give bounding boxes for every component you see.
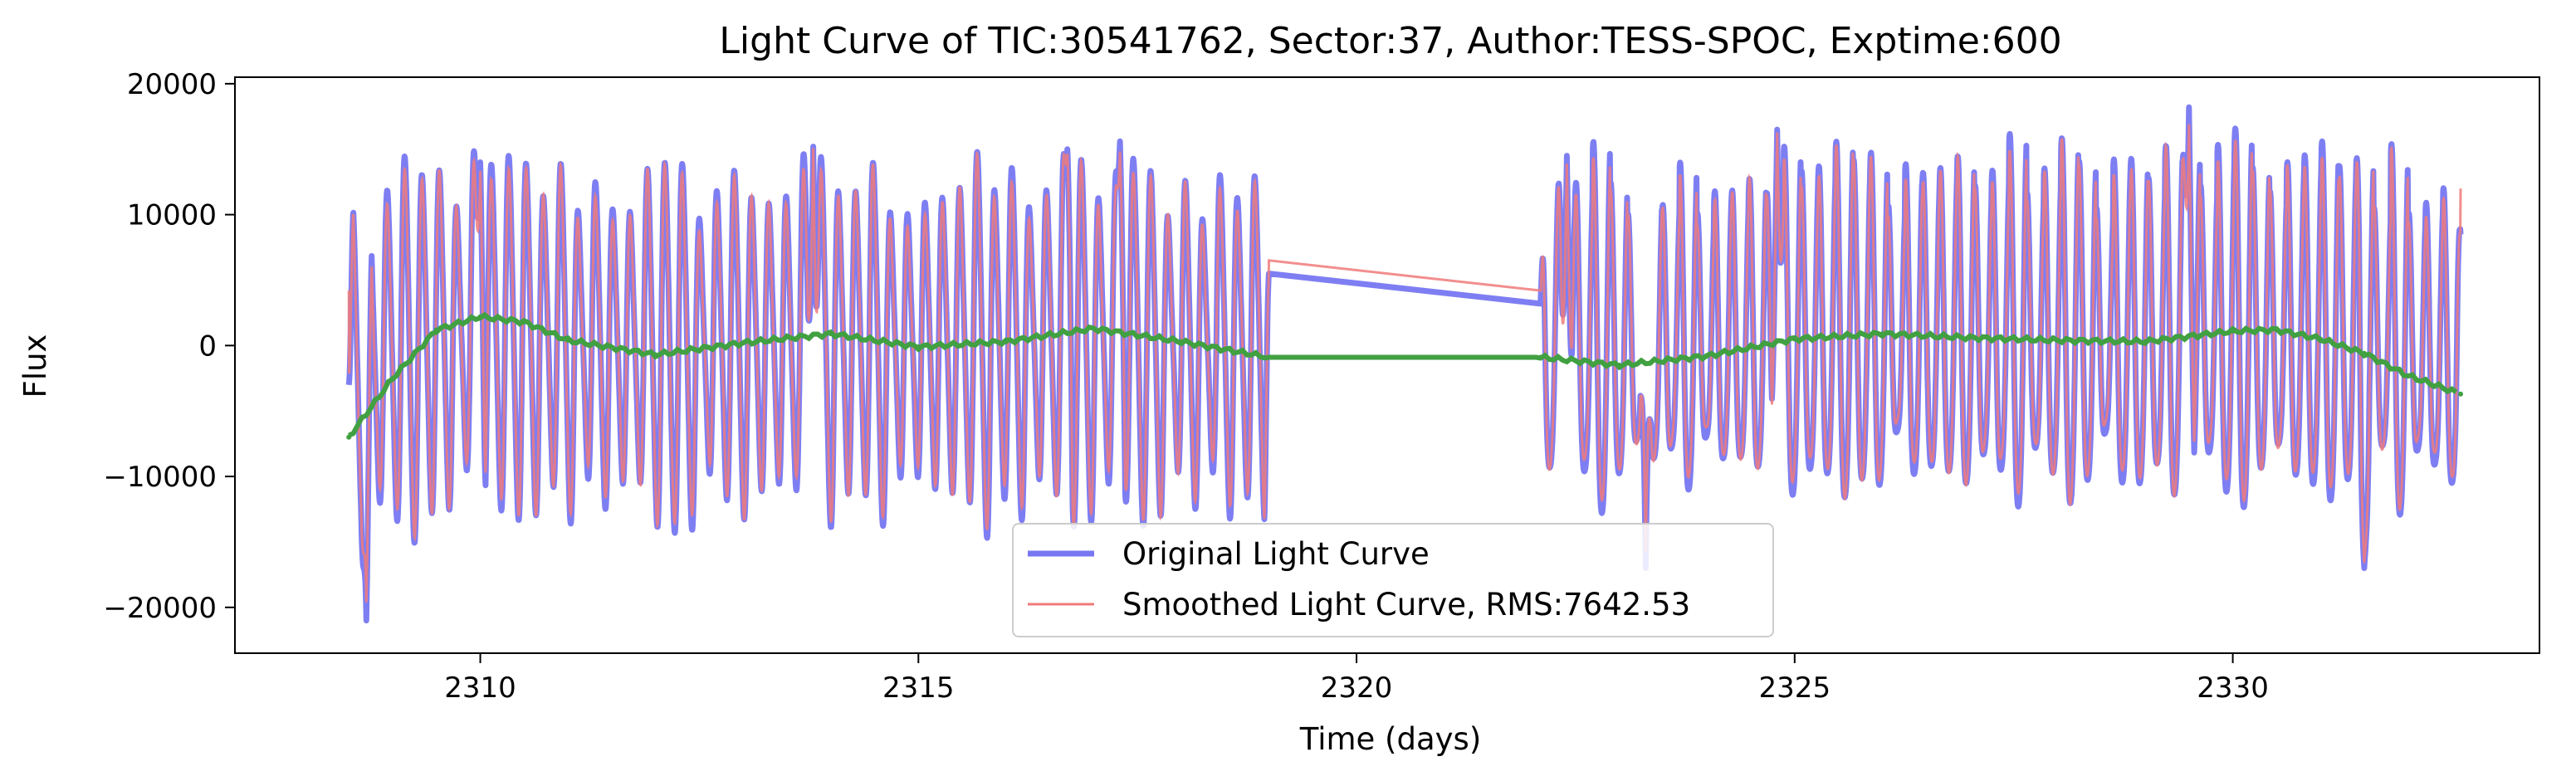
trend-point bbox=[741, 340, 746, 346]
trend-point bbox=[1266, 354, 1272, 360]
trend-point bbox=[1967, 334, 1972, 340]
trend-point bbox=[2274, 327, 2280, 333]
trend-point bbox=[565, 338, 571, 343]
x-axis: 2310 2315 2320 2325 2330 bbox=[444, 653, 2269, 705]
trend-point bbox=[1704, 354, 1710, 359]
y-tick-label: −20000 bbox=[103, 592, 217, 625]
y-tick-label: 0 bbox=[198, 329, 217, 363]
trend-point bbox=[2143, 339, 2148, 344]
x-tick-label: 2315 bbox=[882, 671, 955, 705]
x-tick-label: 2325 bbox=[1759, 671, 1831, 705]
x-tick-label: 2320 bbox=[1321, 671, 1393, 705]
trend-point bbox=[346, 434, 352, 440]
y-tick-label: −10000 bbox=[103, 461, 217, 494]
trend-point bbox=[1879, 331, 1885, 337]
trend-point bbox=[653, 352, 658, 358]
x-tick-label: 2310 bbox=[444, 671, 516, 705]
legend-label-smoothed: Smoothed Light Curve, RMS:7642.53 bbox=[1122, 587, 1690, 622]
chart-title: Light Curve of TIC:30541762, Sector:37, … bbox=[719, 20, 2061, 62]
trend-point bbox=[2361, 350, 2367, 356]
plot-frame bbox=[234, 76, 2540, 654]
trend-point bbox=[433, 327, 439, 333]
legend-box bbox=[1012, 523, 1774, 637]
series-line-smoothed bbox=[347, 124, 2462, 603]
y-tick-label: 10000 bbox=[127, 199, 217, 232]
plot-area bbox=[345, 104, 2464, 624]
trend-point bbox=[916, 344, 921, 349]
y-axis: −20000 −10000 0 10000 20000 bbox=[103, 68, 235, 625]
legend: Original Light Curve Smoothed Light Curv… bbox=[1012, 523, 1774, 637]
trend-point bbox=[1091, 325, 1097, 331]
x-axis-label: Time (days) bbox=[1299, 721, 1482, 757]
trend-point bbox=[2230, 329, 2236, 334]
trend-point bbox=[390, 375, 395, 381]
legend-label-original: Original Light Curve bbox=[1122, 536, 1430, 572]
trend-point bbox=[2318, 336, 2324, 342]
trend-point bbox=[2405, 373, 2411, 378]
y-axis-label: Flux bbox=[17, 334, 53, 398]
trend-point bbox=[1003, 339, 1009, 344]
trend-point bbox=[2055, 338, 2060, 343]
trend-point bbox=[828, 331, 833, 337]
trend-point bbox=[1179, 339, 1184, 344]
x-tick-label: 2330 bbox=[2197, 671, 2269, 705]
trend-point bbox=[521, 319, 527, 325]
trend-point bbox=[2458, 391, 2463, 397]
trend-point bbox=[1616, 363, 1622, 368]
trend-point bbox=[1791, 336, 1797, 342]
y-tick-label: 20000 bbox=[127, 68, 217, 101]
trend-point bbox=[1537, 354, 1543, 360]
trend-point bbox=[477, 314, 483, 320]
series-line-trend bbox=[348, 311, 2458, 438]
